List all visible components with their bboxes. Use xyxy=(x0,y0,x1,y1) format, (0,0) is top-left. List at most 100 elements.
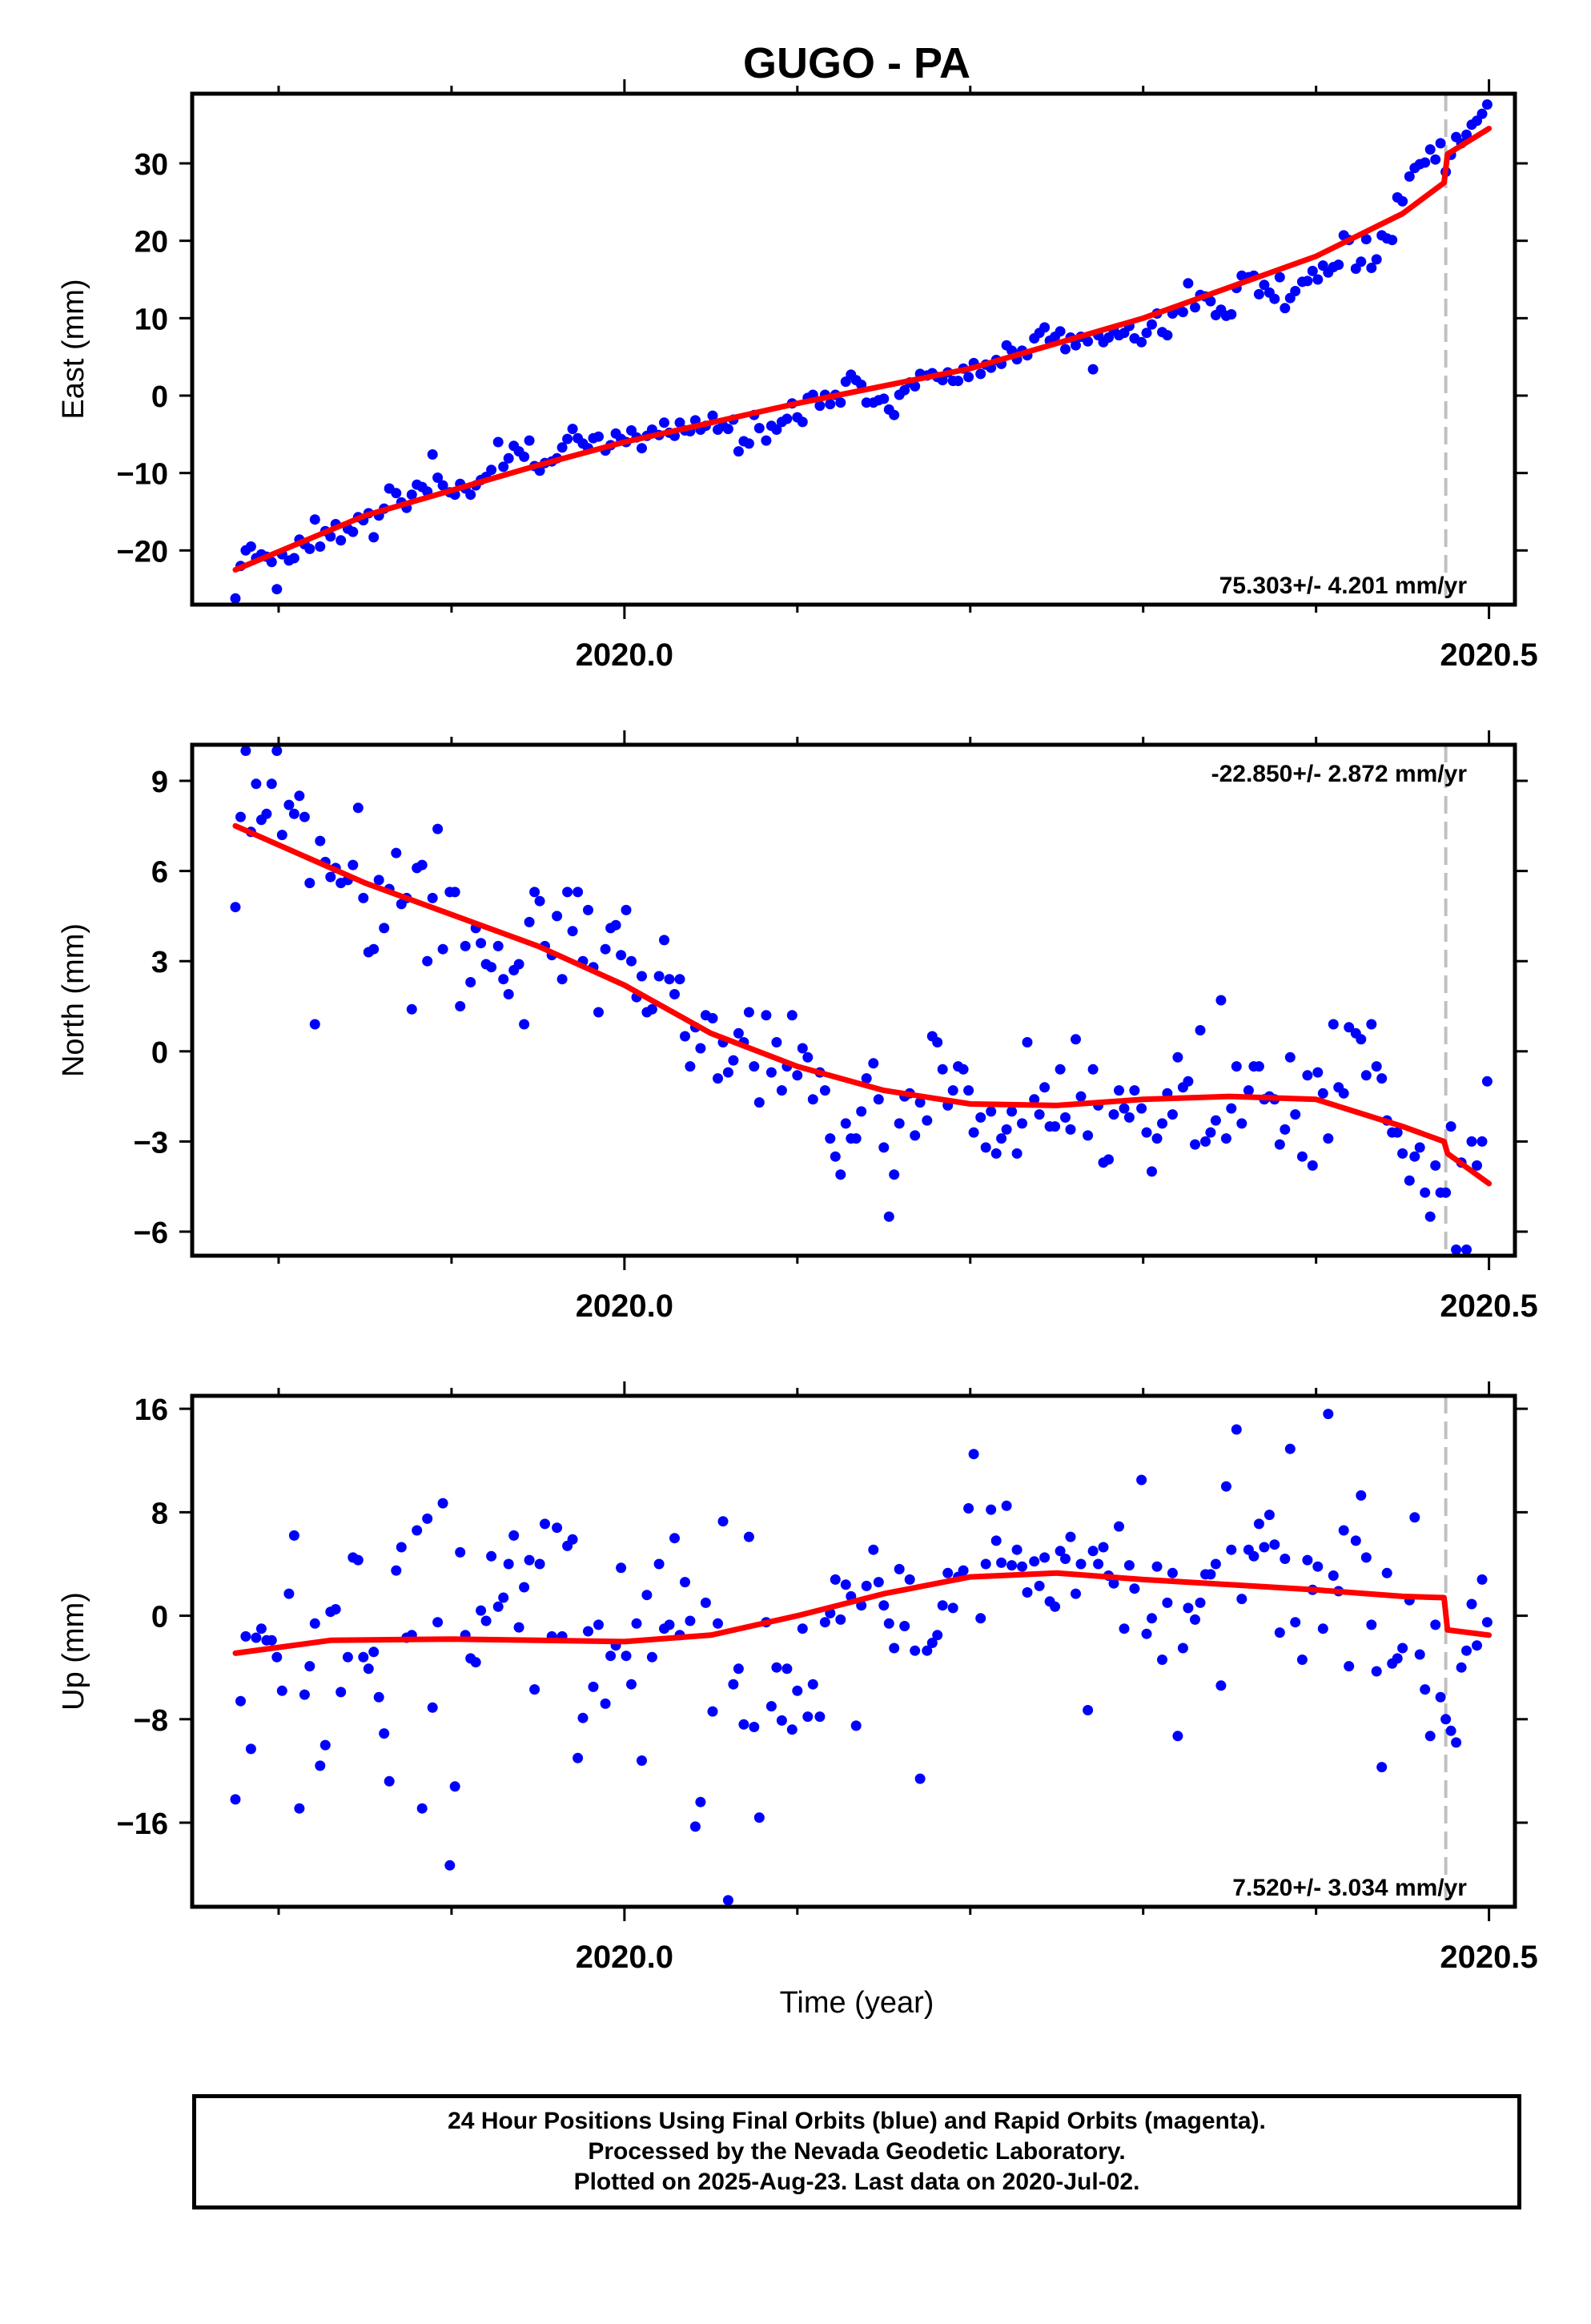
up-data-point xyxy=(255,1623,267,1634)
north-data-point xyxy=(486,962,497,973)
north-y-tick-label: 6 xyxy=(151,856,168,890)
up-data-point xyxy=(835,1614,846,1625)
panel-north: −6 −3 0 3 6 9 2020.0 2020.5 North (mm) -22.850+/-… xyxy=(57,730,1538,1324)
north-data-point xyxy=(1103,1154,1114,1165)
up-data-point xyxy=(251,1632,262,1643)
north-data-point xyxy=(276,830,287,841)
north-data-point xyxy=(1065,1124,1076,1135)
north-data-point xyxy=(713,1073,723,1084)
east-data-point xyxy=(937,375,948,386)
east-data-point xyxy=(1177,307,1188,318)
up-data-point xyxy=(315,1760,326,1771)
up-data-point xyxy=(600,1698,611,1709)
east-data-point xyxy=(432,472,444,483)
panel-east: −20 −10 0 10 20 30 2020.0 2020.5 East (mm) 75.303… xyxy=(57,79,1538,673)
up-data-point xyxy=(1392,1653,1403,1664)
east-y-tick-label: 10 xyxy=(135,303,168,336)
east-data-point xyxy=(1435,138,1446,149)
up-data-point xyxy=(797,1623,808,1634)
up-data-point xyxy=(304,1661,315,1672)
up-data-point xyxy=(276,1685,287,1696)
north-data-point xyxy=(1022,1037,1033,1047)
up-data-point xyxy=(713,1618,723,1629)
east-data-point xyxy=(1162,330,1173,341)
north-data-point xyxy=(1075,1091,1087,1102)
north-data-point xyxy=(1356,1034,1367,1045)
up-data-point xyxy=(1167,1567,1178,1578)
up-data-point xyxy=(840,1579,851,1590)
north-data-point xyxy=(674,974,685,985)
up-data-point xyxy=(288,1530,299,1541)
east-data-point xyxy=(1356,256,1367,267)
east-data-point xyxy=(1366,263,1377,273)
north-data-point xyxy=(1157,1118,1167,1129)
north-data-point xyxy=(749,1061,760,1072)
up-data-point xyxy=(707,1706,718,1717)
up-data-point xyxy=(271,1651,283,1663)
up-data-point xyxy=(245,1743,256,1755)
up-data-point xyxy=(384,1775,395,1787)
east-data-point xyxy=(486,464,497,476)
north-data-point xyxy=(932,1037,943,1047)
east-data-point xyxy=(1404,171,1415,182)
up-data-point xyxy=(807,1679,818,1690)
up-data-point xyxy=(1231,1424,1242,1435)
up-y-tick-label: 8 xyxy=(151,1497,168,1530)
north-data-point xyxy=(825,1133,836,1144)
north-data-point xyxy=(1451,1244,1462,1255)
up-data-point xyxy=(480,1615,492,1626)
east-frame xyxy=(190,91,1517,607)
up-data-point xyxy=(432,1617,444,1628)
north-data-point xyxy=(406,1003,417,1015)
up-data-point xyxy=(1050,1601,1061,1612)
north-data-point xyxy=(519,1019,530,1030)
east-data-point xyxy=(835,397,846,408)
north-data-point xyxy=(722,1067,733,1078)
up-data-point xyxy=(1093,1558,1104,1570)
north-data-point xyxy=(455,1001,466,1011)
north-data-point xyxy=(1231,1061,1242,1072)
north-data-point xyxy=(432,823,444,834)
east-data-point xyxy=(1371,254,1382,265)
up-y-tick-label: 16 xyxy=(135,1393,168,1427)
north-data-point xyxy=(1253,1061,1264,1072)
east-data-point xyxy=(781,413,793,424)
north-data-point xyxy=(235,811,246,822)
north-data-point xyxy=(1290,1109,1301,1120)
north-data-point xyxy=(753,1097,765,1108)
up-data-point xyxy=(717,1516,729,1527)
up-data-point xyxy=(980,1558,991,1570)
north-data-point xyxy=(743,1007,754,1018)
north-data-point xyxy=(792,1070,803,1081)
north-data-point xyxy=(963,1085,974,1096)
up-data-point xyxy=(1114,1521,1124,1532)
up-data-point xyxy=(958,1565,969,1576)
north-data-point xyxy=(728,1055,739,1066)
up-data-point xyxy=(1338,1525,1349,1536)
up-data-point xyxy=(1264,1510,1275,1521)
north-y-tick-label: −6 xyxy=(134,1216,168,1250)
north-data-point xyxy=(659,935,669,946)
up-data-point xyxy=(1356,1490,1367,1501)
north-data-point xyxy=(437,943,448,955)
north-data-point xyxy=(348,859,359,870)
east-data-point xyxy=(437,480,448,491)
up-data-point xyxy=(910,1645,921,1656)
up-data-point xyxy=(416,1803,428,1814)
east-data-point xyxy=(1290,286,1301,296)
north-data-point xyxy=(922,1115,933,1126)
up-data-point xyxy=(235,1695,246,1707)
north-data-point xyxy=(498,974,509,985)
up-data-point xyxy=(1141,1628,1152,1639)
north-data-point xyxy=(251,778,262,790)
up-data-point xyxy=(1001,1500,1012,1511)
up-data-point xyxy=(637,1755,647,1766)
east-data-point xyxy=(1147,319,1157,330)
up-data-point xyxy=(363,1663,374,1675)
north-data-point xyxy=(1200,1136,1211,1147)
up-data-point xyxy=(868,1544,879,1555)
up-data-point xyxy=(1414,1649,1425,1660)
east-x-tick-label: 2020.5 xyxy=(1440,637,1537,673)
up-data-point xyxy=(427,1702,438,1713)
north-data-point xyxy=(1445,1121,1456,1132)
